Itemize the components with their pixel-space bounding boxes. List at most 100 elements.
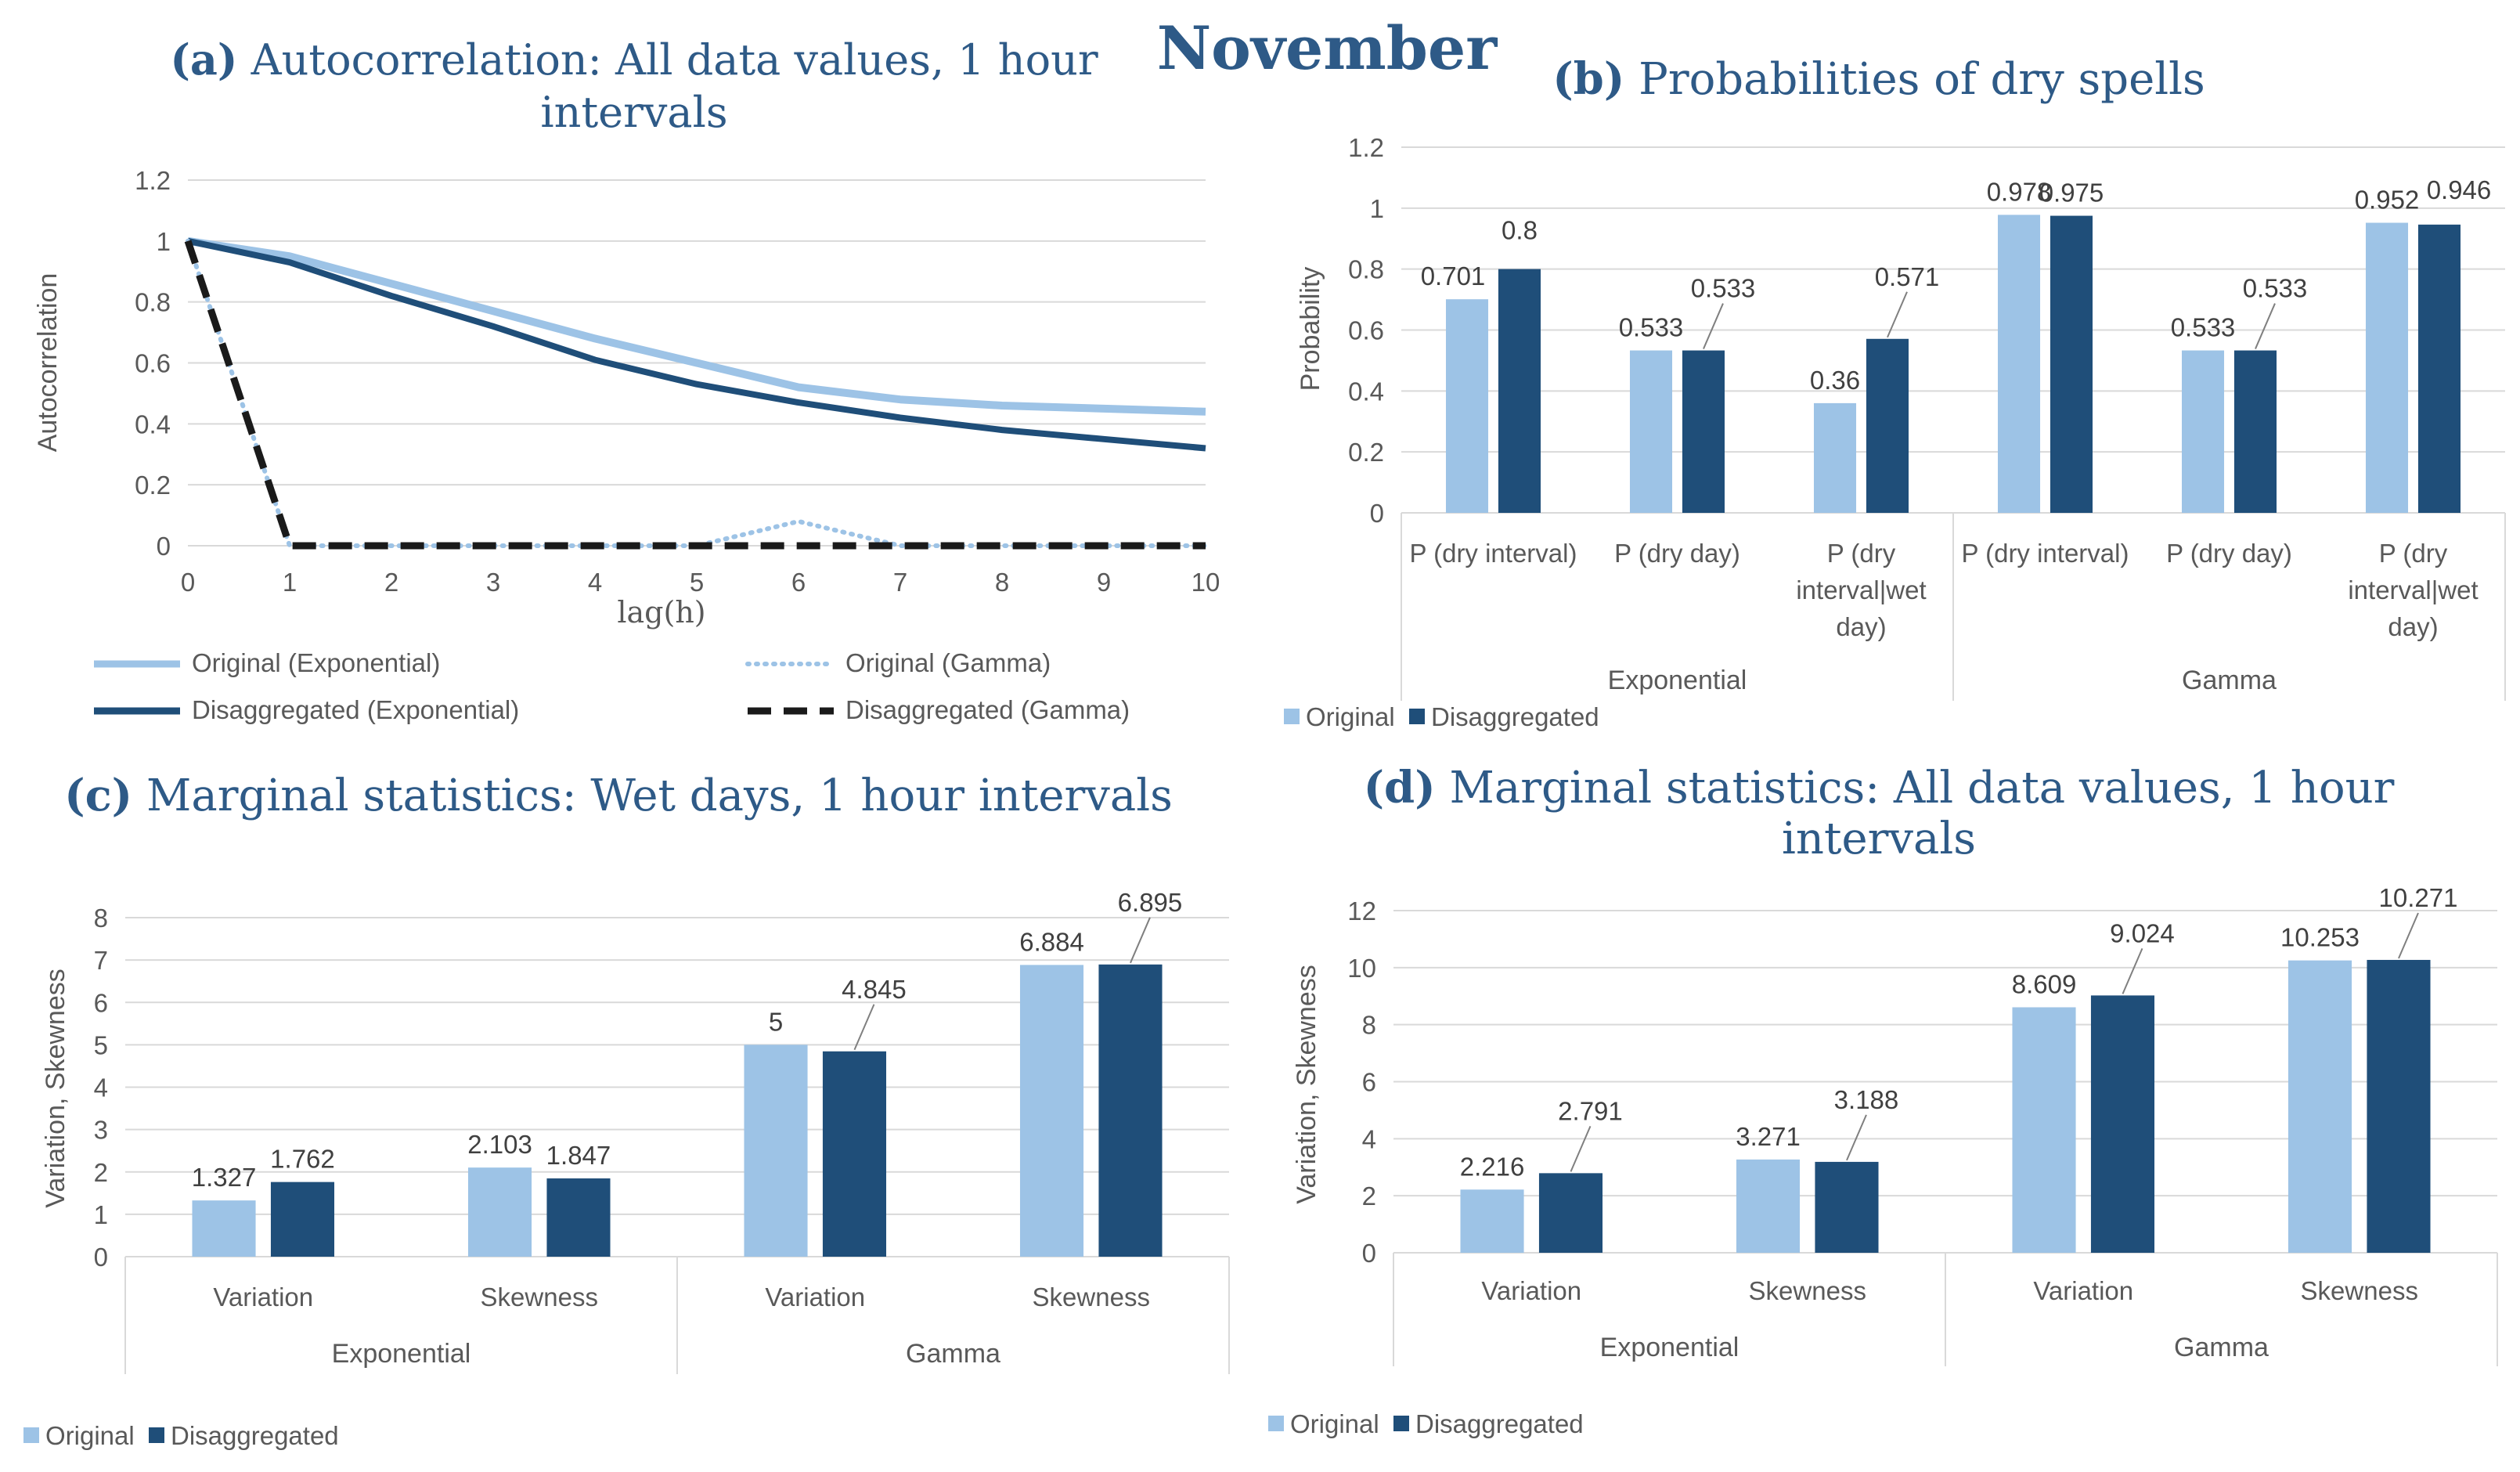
chart-b-category-label: P (dry interval)	[1962, 539, 2129, 568]
chart-a-legend-label: Original (Exponential)	[192, 648, 440, 677]
chart-b-data-label: 0.533	[1619, 313, 1684, 342]
chart-b-ytick: 1	[1370, 194, 1384, 223]
chart-d-leader-line	[1846, 1114, 1867, 1161]
chart-d-leader-line	[1570, 1125, 1592, 1172]
chart-d-data-label: 2.216	[1460, 1152, 1525, 1181]
chart-d-bar-original	[2287, 960, 2352, 1253]
chart-b-ytick: 0.8	[1348, 255, 1384, 284]
chart-a-title-line1: Autocorrelation: All data values, 1 hour	[237, 35, 1098, 85]
chart-c-ytick: 8	[94, 904, 108, 933]
chart-b-data-label: 0.978	[1987, 177, 2052, 206]
chart-a-ytick: 0.4	[135, 409, 171, 438]
chart-b-category-label: P (dry day)	[2166, 539, 2292, 568]
chart-c-category-label: Variation	[213, 1283, 313, 1311]
chart-d-bar-disaggregated	[1815, 1161, 1879, 1253]
chart-a-series-line-1	[187, 236, 1206, 416]
chart-d-legend-label: Original	[1290, 1409, 1379, 1438]
chart-c-bar-original	[192, 1200, 256, 1257]
chart-c-bar-disaggregated	[822, 1051, 887, 1257]
chart-c-ytick: 6	[94, 988, 108, 1017]
chart-d-ytick: 4	[1362, 1124, 1376, 1153]
chart-d-bar-disaggregated	[1538, 1173, 1603, 1253]
chart-a-xtick: 0	[181, 568, 195, 597]
chart-c-ylabel: Variation, Skewness	[41, 969, 70, 1208]
chart-c-data-label: 5	[769, 1007, 783, 1036]
chart-c-title-prefix: (c)	[64, 770, 132, 821]
chart-d-leader-line	[2398, 912, 2419, 959]
chart-c-group-label: Gamma	[906, 1339, 1000, 1369]
chart-c-data-label: 2.103	[467, 1130, 532, 1159]
chart-d-category-label: Variation	[2033, 1276, 2133, 1305]
chart-b-bar-disaggregated	[2050, 215, 2093, 513]
chart-a-xtick: 8	[995, 568, 1009, 597]
chart-c-leader-line	[1130, 917, 1151, 964]
chart-b-bar-disaggregated	[1682, 350, 1725, 513]
chart-a-series-line-2	[187, 237, 1206, 452]
chart-a-ytick: 0.6	[135, 349, 171, 378]
chart-b-legend-swatch	[1409, 709, 1425, 724]
chart-d-data-label: 10.271	[2379, 883, 2458, 912]
chart-c-legend-label: Disaggregated	[171, 1421, 339, 1450]
chart-b-ytick: 0.4	[1348, 377, 1384, 406]
chart-a-legend-label: Disaggregated (Exponential)	[192, 695, 519, 724]
chart-b-ytick: 1.2	[1348, 133, 1384, 162]
chart-b-data-label: 0.533	[2243, 274, 2308, 303]
chart-b-category-label: day)	[1836, 612, 1886, 641]
chart-a-xtick: 1	[283, 568, 297, 597]
chart-d-ytick: 12	[1347, 897, 1376, 925]
chart-b-category-label: P (dry	[2379, 539, 2448, 568]
chart-c-category-label: Variation	[765, 1283, 865, 1311]
chart-b-group-label: Exponential	[1608, 666, 1747, 695]
chart-c-data-label: 1.762	[270, 1145, 335, 1174]
chart-d-leader-line	[2122, 947, 2143, 994]
chart-b-data-label: 0.533	[1691, 274, 1756, 303]
chart-b-bar-disaggregated	[1498, 269, 1541, 513]
chart-c-ytick: 5	[94, 1030, 108, 1059]
chart-d-ytick: 8	[1362, 1011, 1376, 1040]
chart-a-xtick: 3	[486, 568, 500, 597]
chart-d-ytick: 6	[1362, 1068, 1376, 1097]
chart-b-leader-line	[1887, 291, 1908, 338]
chart-c-ytick: 4	[94, 1073, 108, 1102]
chart-b-category-label: P (dry	[1827, 539, 1896, 568]
chart-b-category-label: interval|wet	[1796, 575, 1926, 604]
chart-b-data-label: 0.701	[1421, 262, 1486, 290]
chart-b-legend-label: Original	[1306, 702, 1395, 731]
chart-b-data-label: 0.533	[2171, 313, 2236, 342]
chart-c-data-label: 6.884	[1019, 927, 1084, 956]
chart-c-legend-swatch	[23, 1427, 39, 1443]
chart-b-data-label: 0.571	[1875, 262, 1940, 291]
chart-c-group-label: Exponential	[332, 1339, 471, 1369]
chart-b-bar-disaggregated	[2417, 224, 2461, 513]
chart-d-title-line2: intervals	[1782, 814, 1976, 864]
chart-d-ytick: 0	[1362, 1239, 1376, 1268]
chart-b-bar-original	[2181, 350, 2225, 513]
chart-a-ytick: 0	[157, 532, 171, 561]
main-title: November	[1157, 13, 1498, 83]
chart-a-series-line-3	[186, 238, 1208, 548]
chart-c-title: (c) Marginal statistics: Wet days, 1 hou…	[64, 770, 1173, 821]
chart-d-category-label: Variation	[1481, 1276, 1581, 1305]
chart-d-bar-disaggregated	[2090, 995, 2155, 1253]
chart-c-data-label: 4.845	[842, 975, 907, 1004]
chart-c-category-label: Skewness	[1033, 1283, 1150, 1311]
chart-b-bar-original	[1629, 350, 1673, 513]
chart-c-bar-disaggregated	[1098, 964, 1163, 1257]
chart-c-ytick: 7	[94, 946, 108, 975]
chart-c-title-line1: Marginal statistics: Wet days, 1 hour in…	[132, 770, 1173, 821]
chart-b-bar-disaggregated	[1866, 338, 1909, 513]
chart-b-legend-swatch	[1284, 709, 1300, 724]
chart-c-bar-original	[1019, 965, 1084, 1257]
chart-b-title-line1: Probabilities of dry spells	[1624, 54, 2205, 105]
chart-d-title: (d) Marginal statistics: All data values…	[1364, 762, 2395, 814]
chart-d-bar-disaggregated	[2367, 959, 2431, 1253]
chart-a-ylabel: Autocorrelation	[33, 273, 63, 453]
chart-a-xtick: 2	[384, 568, 398, 597]
chart-a-xtick: 10	[1192, 568, 1220, 597]
chart-c-ytick: 0	[94, 1243, 108, 1272]
chart-d-title-prefix: (d)	[1364, 762, 1436, 814]
chart-a-title-line2: intervals	[540, 88, 727, 137]
chart-d-data-label: 3.188	[1834, 1085, 1899, 1114]
chart-a-xtick: 6	[791, 568, 806, 597]
chart-a-ytick: 1	[157, 227, 171, 256]
